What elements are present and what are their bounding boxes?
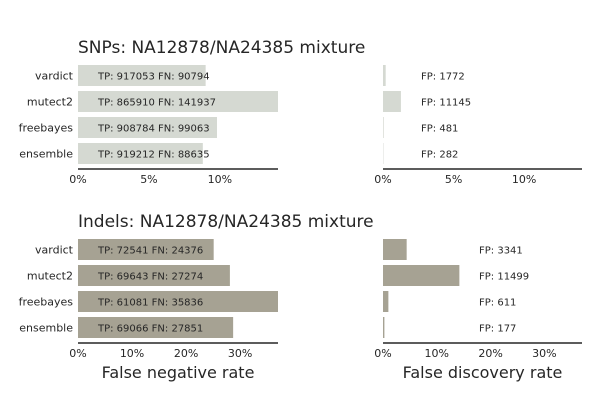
snps-fnr-bar-freebayes bbox=[78, 117, 218, 138]
indels-fdr-bar-mutect2 bbox=[383, 265, 460, 286]
indels-fdr-bar-ensemble bbox=[383, 317, 385, 338]
indels-fnr-category-label: vardict bbox=[35, 244, 74, 257]
indels-fnr-category-label: mutect2 bbox=[27, 270, 73, 283]
indels-fdr-tick-label: 20% bbox=[478, 347, 502, 360]
snps-fdr-tick-label: 0% bbox=[374, 173, 391, 186]
snps-fnr-tick-label: 5% bbox=[140, 173, 157, 186]
indels-fdr-tick-label: 0% bbox=[374, 347, 391, 360]
indels-fnr-x-axis-label: False negative rate bbox=[102, 363, 255, 382]
snps-fnr-title: SNPs: NA12878/NA24385 mixture bbox=[78, 38, 365, 58]
snps-fnr-category-label: mutect2 bbox=[27, 96, 73, 109]
snps-fdr-bar-label: FP: 11145 bbox=[421, 98, 471, 109]
indels-fdr-bar-label: FP: 611 bbox=[479, 298, 516, 309]
snps-fdr-bar-label: FP: 1772 bbox=[421, 72, 465, 83]
snps-fnr-category-label: ensemble bbox=[19, 148, 73, 161]
snps-fnr-tick-label: 0% bbox=[69, 173, 86, 186]
snps-fnr-category-label: vardict bbox=[35, 70, 74, 83]
indels-fnr-bar-ensemble bbox=[78, 317, 234, 338]
indels-fnr-bar-freebayes bbox=[78, 291, 278, 312]
indels-fnr-bar-mutect2 bbox=[78, 265, 230, 286]
indels-fnr-tick-label: 30% bbox=[228, 347, 252, 360]
snps-fdr-bar-label: FP: 481 bbox=[421, 124, 458, 135]
snps-fdr-bar-freebayes bbox=[383, 117, 384, 138]
indels-fdr-bar-label: FP: 177 bbox=[479, 324, 516, 335]
snps-fdr-tick-label: 10% bbox=[512, 173, 536, 186]
snps-fnr-bar-vardict bbox=[78, 65, 206, 86]
indels-fnr-tick-label: 20% bbox=[174, 347, 198, 360]
snps-fdr-tick-label: 5% bbox=[445, 173, 462, 186]
snps-fnr-bar-label: TP: 919212 FN: 88635 bbox=[97, 150, 210, 161]
indels-fnr-bar-label: TP: 69643 FN: 27274 bbox=[97, 272, 203, 283]
snps-fnr-tick-label: 10% bbox=[208, 173, 232, 186]
indels-fnr-category-label: freebayes bbox=[19, 296, 74, 309]
indels-fnr-bar-label: TP: 72541 FN: 24376 bbox=[97, 246, 203, 257]
indels-fdr-tick-label: 30% bbox=[532, 347, 556, 360]
indels-fdr-bar-vardict bbox=[383, 239, 407, 260]
snps-fdr-bar-mutect2 bbox=[383, 91, 401, 112]
indels-fdr-bar-label: FP: 11499 bbox=[479, 272, 529, 283]
indels-fnr-bar-label: TP: 69066 FN: 27851 bbox=[97, 324, 203, 335]
indels-fnr-tick-label: 10% bbox=[120, 347, 144, 360]
snps-fnr-category-label: freebayes bbox=[19, 122, 74, 135]
indels-fnr-title: Indels: NA12878/NA24385 mixture bbox=[78, 212, 374, 232]
indels-fnr-tick-label: 0% bbox=[69, 347, 86, 360]
indels-fdr-bar-label: FP: 3341 bbox=[479, 246, 523, 257]
indels-fdr-tick-label: 10% bbox=[425, 347, 449, 360]
snps-fnr-bar-ensemble bbox=[78, 143, 203, 164]
indels-fdr-x-axis-label: False discovery rate bbox=[403, 363, 563, 382]
snps-fnr-bar-mutect2 bbox=[78, 91, 278, 112]
snps-fdr-bar-label: FP: 282 bbox=[421, 150, 458, 161]
indels-fnr-bar-vardict bbox=[78, 239, 214, 260]
indels-fnr-category-label: ensemble bbox=[19, 322, 73, 335]
snps-fnr-bar-label: TP: 865910 FN: 141937 bbox=[97, 98, 216, 109]
indels-fdr-bar-freebayes bbox=[383, 291, 389, 312]
indels-fnr-bar-label: TP: 61081 FN: 35836 bbox=[97, 298, 203, 309]
snps-fnr-bar-label: TP: 917053 FN: 90794 bbox=[97, 72, 210, 83]
snps-fnr-bar-label: TP: 908784 FN: 99063 bbox=[97, 124, 210, 135]
snps-fdr-bar-vardict bbox=[383, 65, 386, 86]
